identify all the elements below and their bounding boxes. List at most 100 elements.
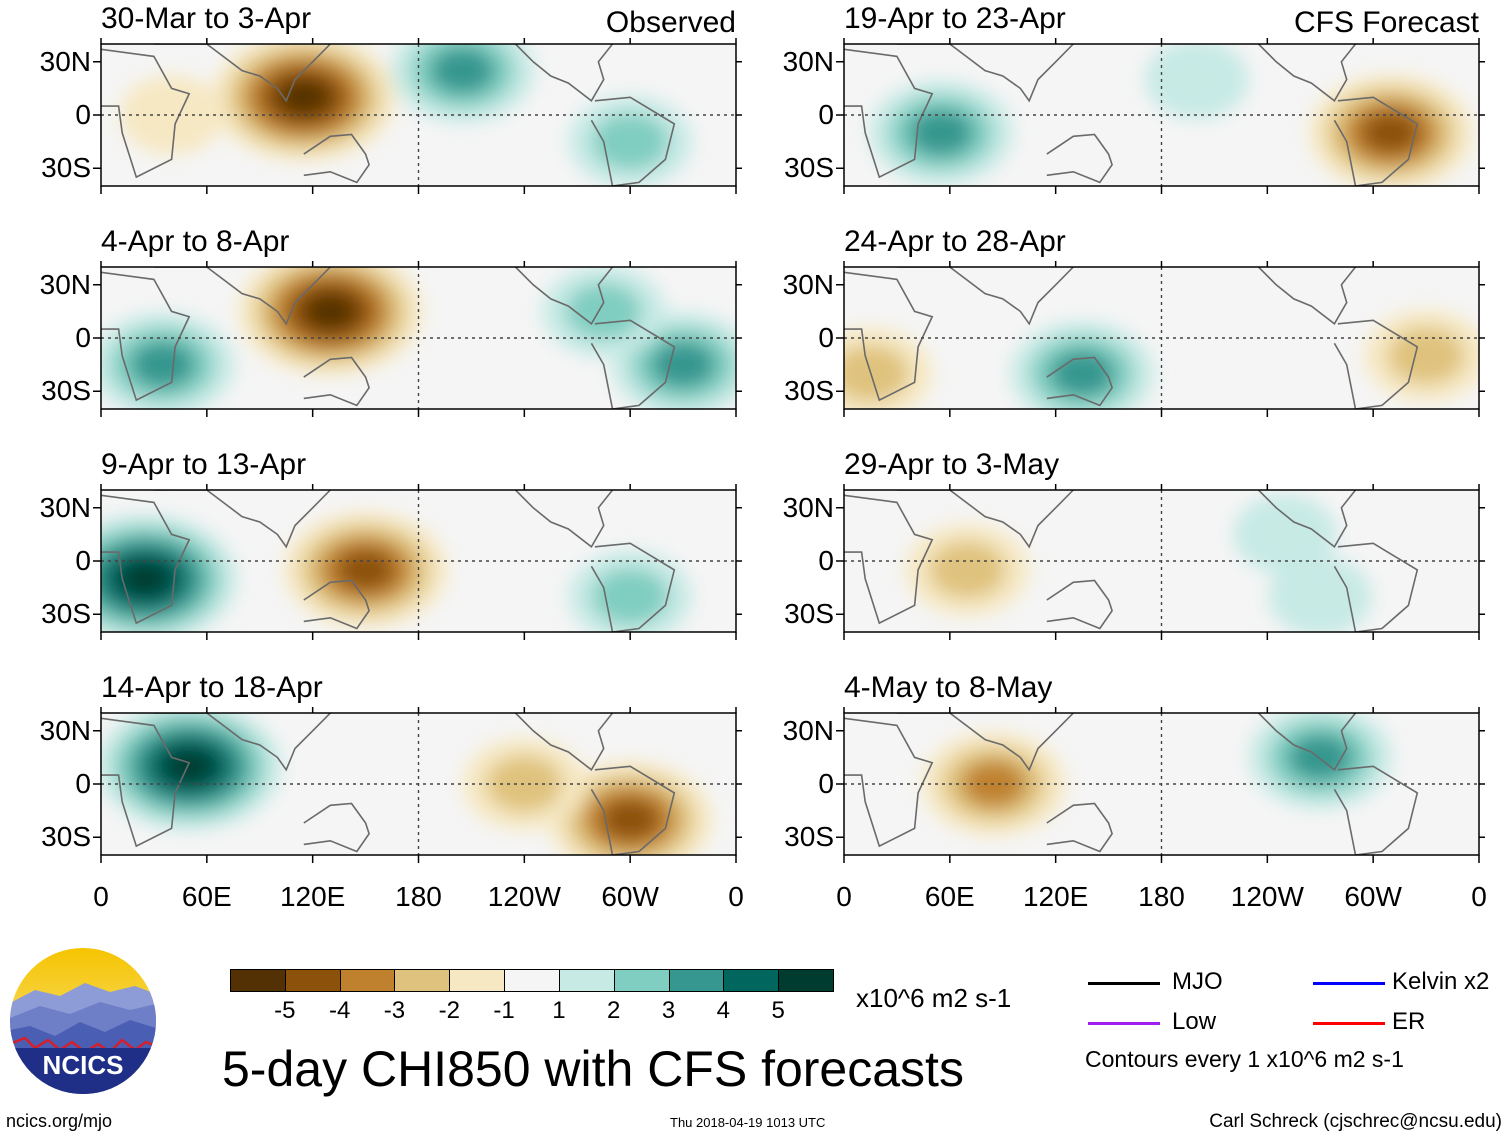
x-tick-label: 60W — [601, 881, 659, 912]
site-link[interactable]: ncics.org/mjo — [6, 1111, 113, 1131]
coastline-1 — [101, 494, 191, 625]
y-tick-label: 30N — [782, 714, 834, 746]
colorbar-label: 5 — [771, 997, 785, 1024]
anomaly-blob-3-level-2 — [592, 568, 669, 625]
coastline-4 — [514, 267, 614, 325]
anomaly-blob-1-level-5 — [162, 747, 216, 785]
x-tick-label: 0 — [1471, 881, 1487, 912]
y-tick-label: 30N — [782, 45, 834, 77]
colorbar-label: 1 — [552, 997, 566, 1024]
map-panel-4 — [93, 707, 742, 863]
legend-label: Kelvin x2 — [1392, 968, 1490, 995]
coastline-2 — [896, 44, 1074, 103]
y-tick-label: 0 — [818, 545, 834, 576]
coastline-3 — [1046, 802, 1113, 853]
map-panel-5 — [836, 38, 1485, 194]
coastline-4 — [514, 44, 614, 102]
map-panel-3 — [93, 484, 742, 640]
map-panel-6 — [836, 261, 1485, 417]
x-tick-label: 0 — [93, 881, 109, 912]
colorbar-box — [613, 969, 670, 992]
y-tick-label: 0 — [818, 768, 834, 799]
y-tick-label: 0 — [818, 99, 834, 130]
y-tick-label: 30S — [41, 152, 91, 184]
coastline-1 — [101, 271, 191, 402]
anomaly-blob-2-level-1 — [1232, 494, 1337, 575]
y-tick-label: 30S — [784, 152, 834, 184]
colorbar-box — [558, 969, 615, 992]
colorbar-box — [504, 969, 560, 992]
x-tick-label: 120E — [1022, 881, 1089, 912]
x-tick-label: 0 — [836, 881, 852, 912]
coastline-3 — [303, 579, 370, 630]
coastline-4 — [1257, 713, 1357, 771]
coastline-2 — [153, 490, 331, 549]
anomaly-blob-1-level-3 — [1050, 350, 1115, 397]
coastline-5 — [590, 319, 676, 409]
panel-corner-label-5: CFS Forecast — [1293, 6, 1479, 39]
coastline-5 — [1333, 319, 1419, 409]
coastline-1 — [844, 271, 934, 402]
map-panel-1 — [93, 38, 742, 194]
y-tick-label: 30N — [39, 714, 91, 746]
anomaly-blob-3-level-3 — [651, 341, 716, 388]
y-tick-label: 0 — [75, 322, 91, 353]
anomaly-blob-2-level-4 — [337, 549, 395, 591]
y-tick-label: 30S — [784, 598, 834, 630]
panel-title-4: 14-Apr to 18-Apr — [101, 671, 323, 704]
x-tick-label: 120W — [487, 881, 561, 912]
y-tick-label: 30S — [41, 375, 91, 407]
y-tick-label: 30S — [41, 598, 91, 630]
y-tick-label: 0 — [75, 768, 91, 799]
legend-label: ER — [1392, 1008, 1426, 1035]
coastline-3 — [303, 133, 370, 184]
anomaly-blob-3-level-2 — [486, 755, 563, 813]
anomaly-blob-1-level-3 — [909, 109, 974, 156]
legend-line-low — [1088, 1022, 1160, 1025]
coastline-5 — [590, 96, 676, 186]
anomaly-blob-1-level-2 — [929, 541, 1006, 599]
coastline-4 — [514, 490, 614, 548]
panel-title-6: 24-Apr to 28-Apr — [844, 225, 1066, 258]
coastline-4 — [1257, 44, 1357, 102]
x-tick-label: 60W — [1344, 881, 1402, 912]
colorbar-box — [394, 969, 451, 992]
map-panel-7 — [836, 484, 1485, 640]
coastline-1 — [844, 717, 934, 848]
y-tick-label: 0 — [75, 545, 91, 576]
coastline-5 — [1333, 96, 1419, 186]
coastline-4 — [1257, 267, 1357, 325]
coastline-4 — [514, 713, 614, 771]
anomaly-blob-1-level-5 — [118, 560, 172, 598]
panel-title-2: 4-Apr to 8-Apr — [101, 225, 290, 258]
x-tick-label: 120W — [1230, 881, 1304, 912]
timestamp: Thu 2018-04-19 1013 UTC — [670, 1115, 826, 1130]
colorbar-label: 4 — [716, 997, 731, 1024]
anomaly-blob-1-level-5 — [304, 293, 357, 330]
x-tick-label: 180 — [1138, 881, 1185, 912]
y-tick-label: 0 — [818, 322, 834, 353]
coastline-4 — [1257, 490, 1357, 548]
anomaly-blob-1-level-5 — [277, 78, 331, 116]
map-panel-8 — [836, 707, 1485, 863]
anomaly-blob-2-level-3 — [430, 47, 495, 94]
figure-title: 5-day CHI850 with CFS forecasts — [222, 1041, 964, 1097]
panel-title-5: 19-Apr to 23-Apr — [844, 2, 1066, 35]
anomaly-blob-2-level-4 — [1362, 112, 1420, 153]
anomaly-blob-2-level-4 — [601, 799, 659, 840]
anomaly-blob-2-level-2 — [844, 345, 909, 402]
x-tick-label: 60E — [924, 881, 975, 912]
colorbar-label: -3 — [383, 997, 406, 1024]
panel-title-3: 9-Apr to 13-Apr — [101, 448, 307, 481]
anomaly-blob-3-level-1 — [1144, 44, 1249, 120]
coastline-1 — [101, 48, 191, 179]
panel-title-8: 4-May to 8-May — [844, 671, 1053, 704]
colorbar-label: -4 — [328, 997, 351, 1024]
coastline-3 — [303, 356, 370, 407]
logo-text: NCICS — [43, 1050, 124, 1080]
panel-corner-label-1: Observed — [605, 6, 736, 39]
contour-note: Contours every 1 x10^6 m2 s-1 — [1085, 1046, 1404, 1072]
colorbar-box — [668, 969, 725, 992]
colorbar-label: -2 — [438, 997, 460, 1024]
